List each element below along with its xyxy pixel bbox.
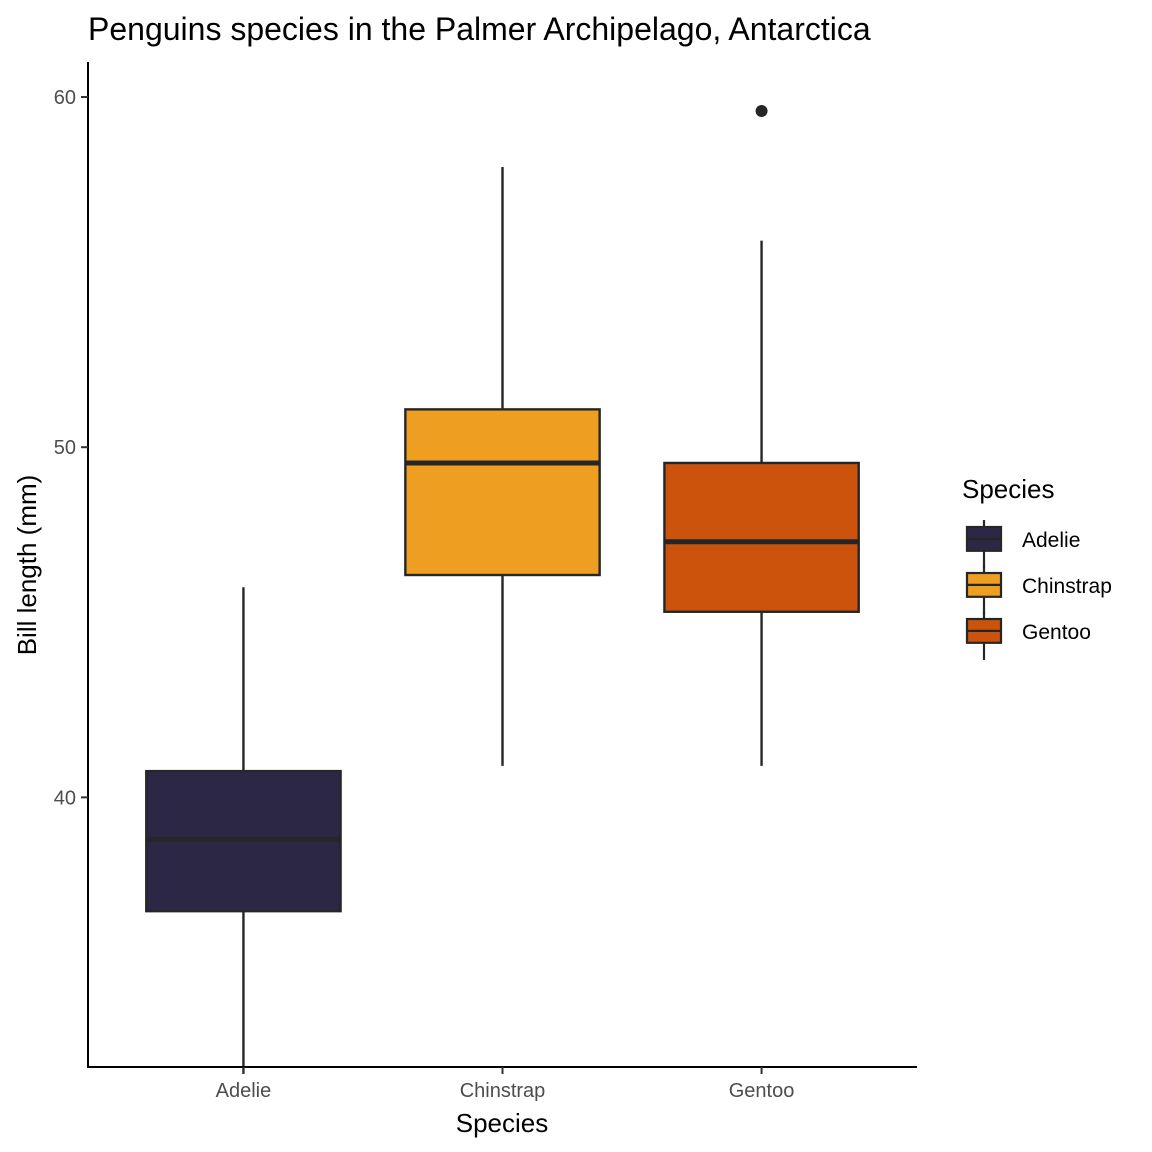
legend-key-adelie: Adelie [965, 520, 1080, 568]
y-tick-label-50: 50 [54, 437, 76, 459]
legend: Species Adelie Chinstrap Gentoo [962, 474, 1112, 660]
y-tick-label-40: 40 [54, 787, 76, 809]
x-tick-label-chinstrap: Chinstrap [460, 1080, 546, 1102]
plot-area [145, 105, 860, 1075]
legend-label-gentoo: Gentoo [1022, 621, 1091, 644]
outlier-point-gentoo-0 [755, 105, 768, 118]
x-tick-label-gentoo: Gentoo [729, 1080, 795, 1102]
y-axis-title: Bill length (mm) [12, 475, 42, 656]
legend-label-chinstrap: Chinstrap [1022, 575, 1112, 598]
box-adelie [145, 587, 342, 1075]
box-gentoo [663, 105, 860, 766]
iqr-box-gentoo [663, 461, 860, 613]
legend-key-gentoo: Gentoo [965, 612, 1091, 660]
legend-label-adelie: Adelie [1022, 529, 1080, 552]
chart-title: Penguins species in the Palmer Archipela… [88, 11, 871, 47]
y-axis-ticks: 40 50 60 [54, 87, 88, 809]
legend-keys: Adelie Chinstrap Gentoo [965, 520, 1112, 660]
iqr-box-chinstrap [404, 408, 601, 577]
x-tick-label-adelie: Adelie [216, 1080, 272, 1102]
legend-key-chinstrap: Chinstrap [965, 566, 1112, 614]
x-axis-title: Species [456, 1108, 549, 1138]
legend-title: Species [962, 474, 1055, 504]
x-axis-ticks: Adelie Chinstrap Gentoo [216, 1067, 795, 1102]
box-chinstrap [404, 167, 601, 766]
y-tick-label-60: 60 [54, 87, 76, 109]
